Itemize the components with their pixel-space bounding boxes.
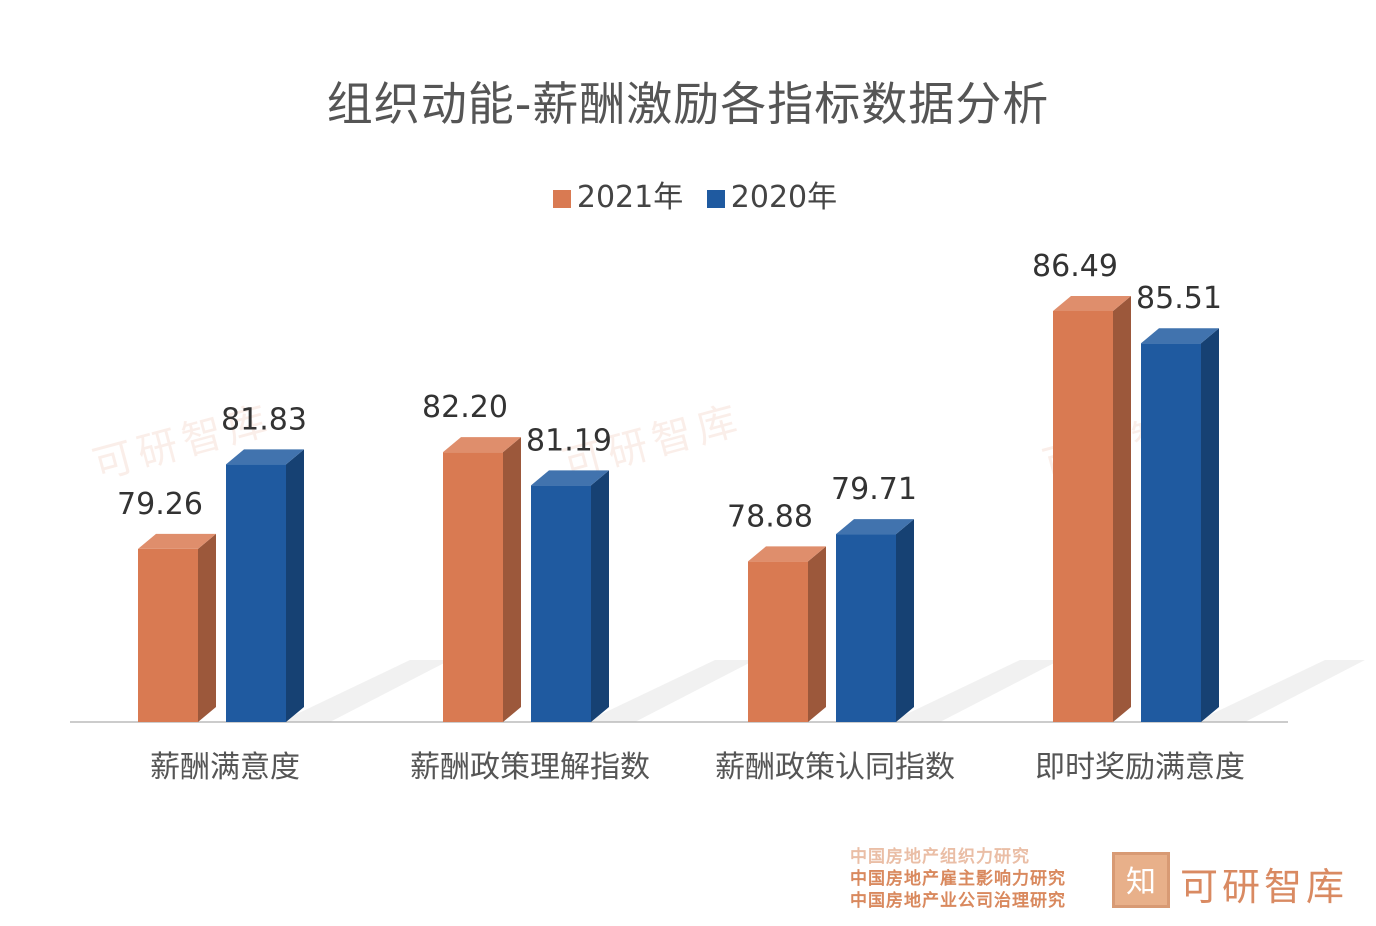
x-tick-label: 薪酬政策理解指数 bbox=[410, 750, 650, 785]
legend-swatch-2021 bbox=[552, 189, 571, 208]
brand-name: 可研智库 bbox=[1180, 865, 1349, 909]
chart-title: 组织动能-薪酬激励各指标数据分析 bbox=[326, 77, 1050, 131]
bar-shadow bbox=[1195, 660, 1365, 722]
data-label: 82.20 bbox=[422, 390, 508, 425]
legend-swatch-2020 bbox=[706, 189, 725, 208]
bar-top bbox=[138, 533, 216, 549]
bar-shadow bbox=[280, 660, 450, 722]
x-tick-label: 即时奖励满意度 bbox=[1035, 750, 1245, 785]
bar-side bbox=[808, 546, 826, 722]
bar-top bbox=[226, 449, 304, 465]
bar-shadow bbox=[890, 660, 1060, 722]
x-tick-label: 薪酬满意度 bbox=[150, 750, 300, 785]
bar-side bbox=[503, 437, 521, 722]
x-tick-label: 薪酬政策认同指数 bbox=[715, 750, 955, 785]
bar-top bbox=[836, 519, 914, 535]
bar-side bbox=[591, 470, 609, 722]
bar-top bbox=[1141, 328, 1219, 344]
data-label: 81.83 bbox=[221, 402, 307, 437]
footer-line: 中国房地产雇主影响力研究 bbox=[850, 869, 1066, 889]
bar-side bbox=[198, 533, 216, 722]
bar-front-2020年 bbox=[531, 485, 591, 722]
footer-line: 中国房地产业公司治理研究 bbox=[850, 891, 1066, 911]
footer-text: 中国房地产组织力研究 中国房地产雇主影响力研究 中国房地产业公司治理研究 bbox=[850, 846, 1066, 912]
data-label: 81.19 bbox=[526, 423, 612, 458]
bar-top bbox=[531, 470, 609, 486]
bar-front-2021年 bbox=[1053, 311, 1113, 722]
bar-top bbox=[1053, 296, 1131, 311]
bar-front-2020年 bbox=[836, 534, 896, 722]
data-label: 85.51 bbox=[1136, 281, 1222, 316]
bar-top bbox=[443, 437, 521, 453]
bar-side bbox=[286, 449, 304, 722]
brand-logo: 知 bbox=[1112, 852, 1170, 908]
legend-label-2021: 2021年 bbox=[576, 180, 684, 215]
data-label: 86.49 bbox=[1032, 249, 1118, 284]
bar-side bbox=[1113, 296, 1131, 722]
bar-front-2020年 bbox=[1141, 343, 1201, 722]
bar-top bbox=[748, 546, 826, 562]
bar-front-2021年 bbox=[443, 452, 503, 722]
data-label: 79.71 bbox=[831, 472, 917, 507]
legend: 2021年 2020年 bbox=[0, 172, 1376, 216]
bar-side bbox=[896, 519, 914, 722]
bar-front-2020年 bbox=[226, 464, 286, 722]
bar-front-2021年 bbox=[138, 548, 198, 722]
legend-label-2020: 2020年 bbox=[730, 180, 838, 215]
bar-side bbox=[1201, 328, 1219, 722]
bar-shadow bbox=[585, 660, 755, 722]
bar-front-2021年 bbox=[748, 561, 808, 722]
data-label: 79.26 bbox=[117, 487, 203, 522]
data-label: 78.88 bbox=[727, 499, 813, 534]
footer-line: 中国房地产组织力研究 bbox=[850, 847, 1030, 867]
